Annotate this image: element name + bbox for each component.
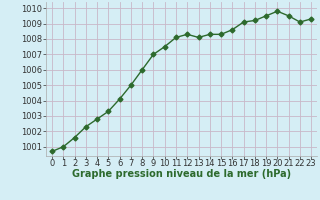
X-axis label: Graphe pression niveau de la mer (hPa): Graphe pression niveau de la mer (hPa)	[72, 169, 291, 179]
